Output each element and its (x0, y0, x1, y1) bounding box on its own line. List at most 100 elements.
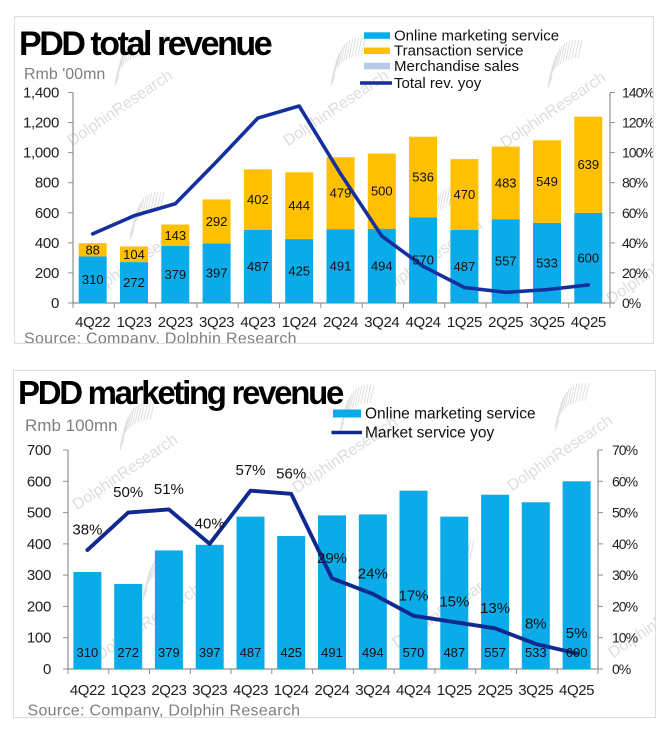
svg-text:0: 0 (51, 295, 59, 312)
svg-text:2Q24: 2Q24 (314, 682, 349, 699)
svg-text:491: 491 (321, 645, 343, 660)
svg-text:272: 272 (123, 275, 145, 290)
svg-text:272: 272 (117, 645, 139, 660)
svg-text:4Q23: 4Q23 (233, 682, 268, 699)
svg-text:639: 639 (577, 157, 599, 172)
svg-text:491: 491 (330, 259, 352, 274)
svg-text:2Q25: 2Q25 (488, 314, 523, 331)
svg-text:494: 494 (362, 645, 384, 660)
svg-text:1Q23: 1Q23 (111, 682, 146, 699)
svg-text:1Q25: 1Q25 (447, 314, 482, 331)
svg-text:487: 487 (443, 645, 465, 660)
svg-text:425: 425 (288, 264, 310, 279)
svg-text:50%: 50% (113, 484, 143, 501)
svg-text:470: 470 (454, 187, 476, 202)
svg-text:3Q24: 3Q24 (355, 682, 390, 699)
svg-text:PDD marketing revenue: PDD marketing revenue (18, 374, 344, 411)
svg-text:DolphinResearch: DolphinResearch (70, 431, 181, 514)
svg-text:3Q25: 3Q25 (518, 682, 553, 699)
svg-text:0%: 0% (622, 295, 641, 311)
svg-text:143: 143 (164, 228, 186, 243)
svg-text:557: 557 (495, 254, 517, 269)
svg-text:500: 500 (27, 505, 51, 522)
svg-text:397: 397 (206, 266, 228, 281)
svg-text:50%: 50% (612, 505, 638, 521)
svg-text:397: 397 (199, 645, 221, 660)
svg-text:Source: Company, Dolphin Resea: Source: Company, Dolphin Research (24, 331, 297, 344)
svg-text:3Q23: 3Q23 (192, 682, 227, 699)
svg-text:100: 100 (27, 630, 51, 647)
svg-text:292: 292 (206, 214, 228, 229)
svg-text:4Q24: 4Q24 (396, 682, 431, 699)
svg-text:Transaction service: Transaction service (394, 43, 524, 60)
svg-text:104: 104 (123, 247, 145, 262)
svg-text:70%: 70% (612, 442, 638, 458)
svg-text:DolphinResearch: DolphinResearch (505, 412, 616, 495)
svg-text:3Q23: 3Q23 (199, 314, 234, 331)
svg-text:120%: 120% (622, 115, 653, 131)
svg-text:100%: 100% (622, 145, 653, 161)
svg-text:Source: Company, Dolphin Resea: Source: Company, Dolphin Research (28, 703, 301, 718)
svg-text:600: 600 (577, 250, 599, 265)
svg-text:494: 494 (371, 258, 393, 273)
svg-text:24%: 24% (358, 565, 388, 582)
svg-text:38%: 38% (72, 522, 102, 539)
svg-text:487: 487 (454, 259, 476, 274)
svg-text:379: 379 (164, 267, 186, 282)
svg-text:200: 200 (35, 265, 59, 282)
svg-text:4Q24: 4Q24 (406, 314, 441, 331)
svg-text:Merchandise sales: Merchandise sales (394, 58, 519, 75)
svg-text:DolphinResearch: DolphinResearch (606, 579, 655, 662)
svg-text:0%: 0% (612, 661, 631, 677)
svg-text:40%: 40% (612, 536, 638, 552)
svg-text:1Q24: 1Q24 (274, 682, 309, 699)
svg-text:4Q22: 4Q22 (75, 314, 110, 331)
svg-text:487: 487 (247, 259, 269, 274)
svg-text:Market service yoy: Market service yoy (365, 425, 494, 442)
svg-text:549: 549 (536, 174, 558, 189)
svg-text:500: 500 (371, 184, 393, 199)
svg-text:2Q24: 2Q24 (323, 314, 358, 331)
svg-text:60%: 60% (622, 205, 648, 221)
svg-text:140%: 140% (622, 85, 653, 101)
svg-text:Total rev. yoy: Total rev. yoy (394, 75, 482, 92)
svg-text:4Q25: 4Q25 (559, 682, 594, 699)
svg-text:Online marketing service: Online marketing service (394, 28, 559, 45)
svg-text:20%: 20% (622, 265, 648, 281)
svg-text:4Q22: 4Q22 (70, 682, 105, 699)
svg-text:PDD total revenue: PDD total revenue (19, 25, 272, 63)
svg-text:200: 200 (27, 598, 51, 615)
svg-text:2Q25: 2Q25 (478, 682, 513, 699)
svg-text:8%: 8% (525, 616, 547, 633)
svg-text:400: 400 (27, 536, 51, 553)
svg-text:13%: 13% (480, 600, 510, 617)
svg-text:88: 88 (85, 242, 99, 257)
svg-text:310: 310 (77, 645, 99, 660)
svg-text:29%: 29% (317, 550, 347, 567)
svg-text:17%: 17% (398, 587, 428, 604)
svg-text:533: 533 (536, 255, 558, 270)
svg-text:479: 479 (330, 186, 352, 201)
svg-text:Rmb 100mn: Rmb 100mn (25, 416, 118, 435)
svg-text:40%: 40% (195, 515, 225, 532)
svg-text:80%: 80% (622, 175, 648, 191)
svg-text:51%: 51% (154, 481, 184, 498)
svg-text:56%: 56% (276, 465, 306, 482)
svg-text:570: 570 (412, 253, 434, 268)
svg-text:1Q23: 1Q23 (116, 314, 151, 331)
svg-text:1,400: 1,400 (23, 85, 59, 102)
svg-text:DolphinResearch: DolphinResearch (93, 581, 204, 664)
svg-text:57%: 57% (235, 462, 265, 479)
svg-text:536: 536 (412, 170, 434, 185)
svg-text:379: 379 (158, 645, 180, 660)
svg-text:800: 800 (35, 175, 59, 192)
svg-text:3Q24: 3Q24 (364, 314, 399, 331)
svg-text:4Q23: 4Q23 (240, 314, 275, 331)
svg-text:483: 483 (495, 175, 517, 190)
svg-text:600: 600 (35, 205, 59, 222)
svg-text:2Q23: 2Q23 (158, 314, 193, 331)
svg-text:3Q25: 3Q25 (529, 314, 564, 331)
svg-text:310: 310 (82, 272, 104, 287)
svg-text:425: 425 (280, 645, 302, 660)
svg-text:20%: 20% (612, 598, 638, 614)
